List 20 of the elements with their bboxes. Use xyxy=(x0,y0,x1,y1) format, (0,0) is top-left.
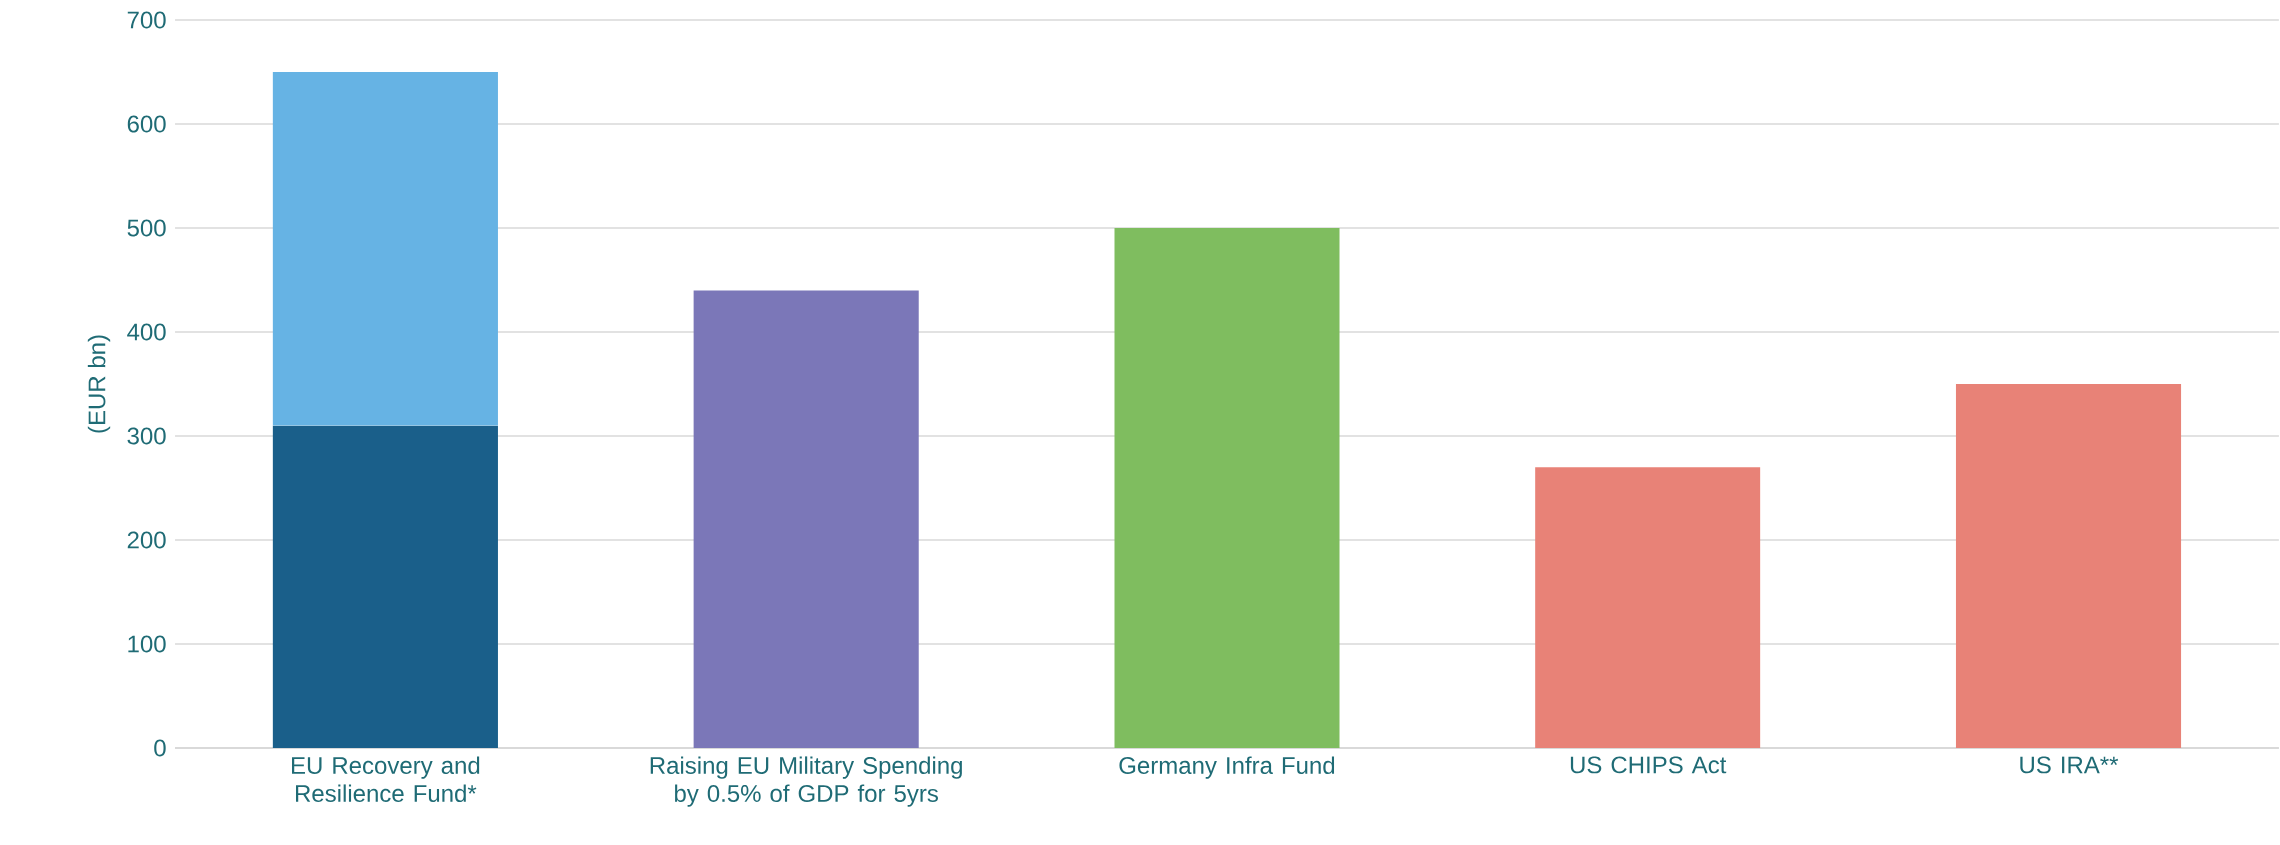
y-tick-label: 300 xyxy=(127,427,166,445)
y-tick-label: 100 xyxy=(128,635,166,653)
bar xyxy=(1535,467,1761,748)
bar xyxy=(272,425,498,748)
y-axis-title: (EUR bn) xyxy=(87,335,111,433)
bar xyxy=(272,72,498,426)
y-tick-label: 0 xyxy=(154,739,166,757)
y-tick-label: 400 xyxy=(127,323,166,341)
y-tick-label: 500 xyxy=(127,219,166,237)
x-tick-label: US CHIPS Act xyxy=(1570,756,1727,774)
bar xyxy=(1114,228,1340,748)
y-tick-label: 200 xyxy=(127,531,166,549)
x-tick-label: Raising EU Military Spending by 0.5% of GDP for 5yrs xyxy=(650,756,962,807)
bar xyxy=(1955,383,2182,748)
x-tick-label: EU Recovery and Resilience Fund* xyxy=(292,756,480,802)
y-tick-label: 600 xyxy=(127,115,166,133)
bar xyxy=(693,290,919,748)
x-tick-label: US IRA** xyxy=(2020,756,2119,774)
x-tick-label: Germany Infra Fund xyxy=(1119,756,1335,779)
y-tick-label: 700 xyxy=(127,11,166,29)
